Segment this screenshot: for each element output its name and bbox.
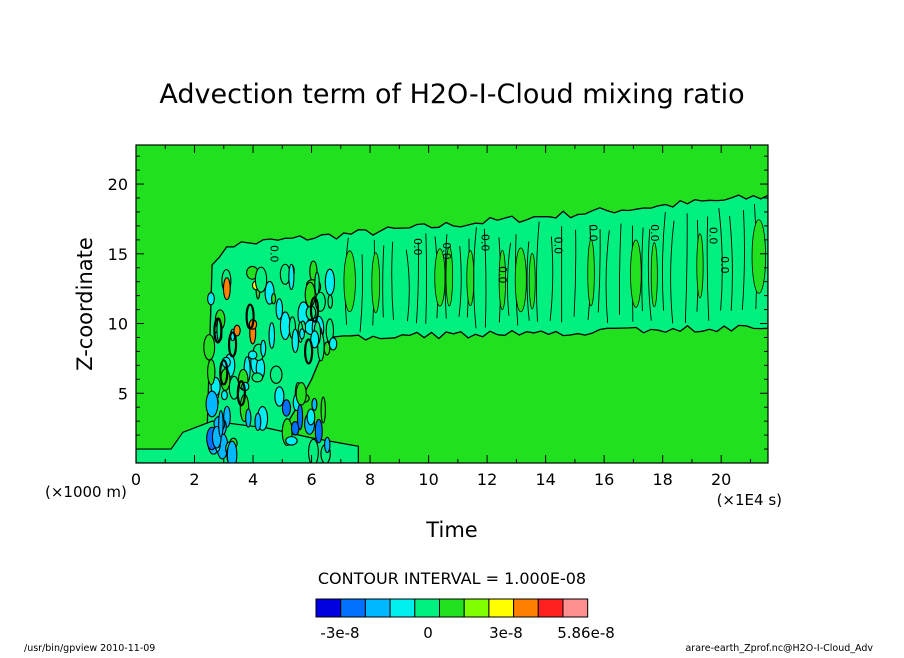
contour-cell (752, 220, 766, 294)
colorbar-swatch (316, 599, 341, 617)
colorbar-swatch (514, 599, 539, 617)
x-tick-label: 18 (652, 470, 672, 489)
convective-cell (208, 293, 215, 305)
convective-cell (296, 383, 306, 406)
contour-value-label: 0.0 (587, 224, 600, 242)
convective-cell (297, 405, 302, 430)
convective-cell (261, 340, 266, 356)
convective-cell (292, 329, 298, 352)
x-tick-label: 12 (477, 470, 497, 489)
colorbar (316, 599, 588, 617)
x-axis-label: Time (425, 518, 477, 542)
convective-cell (269, 323, 274, 349)
x-tick-label: 20 (711, 470, 731, 489)
colorbar-swatch (563, 599, 588, 617)
y-tick-label: 20 (108, 175, 128, 194)
colorbar-swatch (464, 599, 489, 617)
convective-cell (329, 338, 336, 350)
footer-left: /usr/bin/gpview 2010-11-09 (24, 643, 155, 654)
colorbar-label: 5.86e-8 (557, 624, 615, 642)
convective-cell (307, 409, 315, 425)
convective-cell (227, 441, 237, 468)
colorbar-swatch (365, 599, 390, 617)
convective-cell (222, 391, 228, 400)
plot-area: 0.0 0.0 0.0 0.0 0.0 0.0 0.0 0.0 0.0 0.0 (136, 145, 768, 469)
contour-value-label: 0.0 (411, 238, 424, 256)
contour-value-label: 0.0 (440, 242, 453, 260)
x-axis-unit: (×1E4 s) (717, 491, 782, 509)
contour-interval-text: CONTOUR INTERVAL = 1.000E-08 (318, 569, 586, 588)
colorbar-swatch (489, 599, 514, 617)
x-tick-label: 16 (594, 470, 614, 489)
colorbar-swatch (341, 599, 366, 617)
x-tick-label: 6 (306, 470, 316, 489)
convective-cell (255, 413, 261, 430)
colorbar-swatch (440, 599, 465, 617)
convective-cell (300, 329, 305, 339)
convective-cell (309, 439, 319, 465)
contour-value-label: 0.0 (706, 227, 719, 245)
x-tick-label: 10 (418, 470, 438, 489)
contour-cell (372, 253, 380, 313)
convective-cell (248, 351, 256, 359)
y-axis-label: Z-coordinate (73, 237, 97, 371)
convective-cell (272, 294, 276, 304)
convective-cell (246, 409, 251, 427)
footer-right: arare-earth_Zprof.nc@H2O-I-Cloud_Adv (685, 643, 873, 654)
contour-value-label: 0.0 (648, 224, 661, 242)
contour-value-label: 0.0 (551, 237, 564, 255)
convective-cell (321, 397, 325, 423)
convective-cell (305, 282, 315, 307)
convective-cell (252, 373, 263, 382)
convective-cell (289, 264, 294, 289)
x-tick-label: 0 (131, 470, 141, 489)
contour-value-label: 0.0 (268, 245, 281, 263)
convective-cell (270, 366, 282, 383)
contour-cell (467, 251, 474, 306)
contour-cell (631, 240, 642, 307)
contour-value-label: 0.0 (718, 256, 731, 274)
chart-title: Advection term of H2O-I-Cloud mixing rat… (159, 79, 744, 110)
x-tick-label: 4 (248, 470, 258, 489)
colorbar-swatch (538, 599, 563, 617)
convective-cell (204, 335, 215, 360)
colorbar-label: 0 (423, 624, 433, 642)
convective-cell (325, 437, 330, 452)
colorbar-label: -3e-8 (320, 624, 359, 642)
colorbar-labels: -3e-8 0 3e-8 5.86e-8 (320, 624, 614, 642)
convective-cell (276, 299, 282, 319)
x-tick-label: 14 (535, 470, 555, 489)
convective-cell (255, 267, 266, 292)
convective-cell (325, 269, 334, 295)
contour-value-label: 0.0 (496, 266, 509, 284)
contour-value-label: 0.0 (478, 234, 491, 252)
y-axis-unit: (×1000 m) (45, 483, 127, 501)
x-tick-label: 2 (189, 470, 199, 489)
contour-cell (515, 248, 526, 312)
y-tick-label: 10 (108, 315, 128, 334)
convective-cell (223, 278, 230, 300)
contour-cell (697, 234, 703, 298)
contour-cell (651, 243, 657, 307)
convective-cell (312, 398, 317, 410)
convective-cell (221, 369, 230, 391)
colorbar-swatch (415, 599, 440, 617)
convective-cell (315, 419, 322, 442)
y-tick-label: 15 (108, 245, 128, 264)
convective-cell (286, 437, 297, 445)
contour-cell (529, 253, 535, 309)
convective-cell (282, 400, 290, 416)
convective-cell (219, 411, 223, 437)
y-tick-label: 5 (118, 384, 128, 403)
convective-cell (208, 360, 215, 385)
convective-cell (206, 391, 218, 417)
colorbar-label: 3e-8 (489, 624, 523, 642)
convective-cell (328, 295, 332, 308)
contour-cell (588, 240, 595, 306)
x-tick-label: 8 (365, 470, 375, 489)
contour-cell (344, 251, 356, 312)
colorbar-swatch (390, 599, 415, 617)
